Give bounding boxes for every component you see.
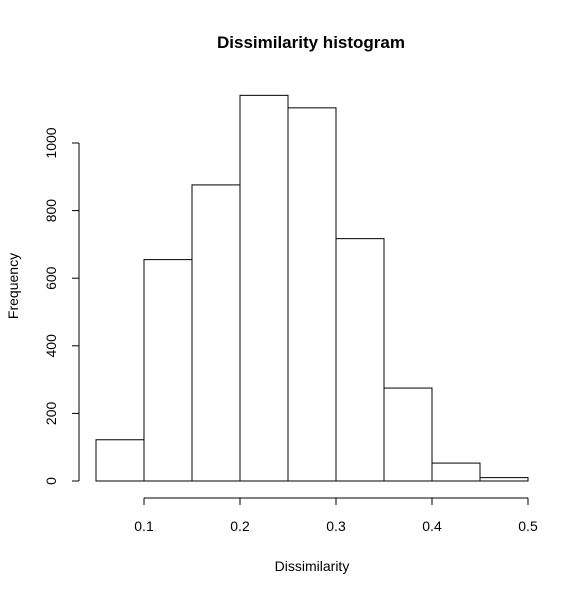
histogram-bar-2 (143, 259, 193, 482)
bars-group (95, 94, 529, 482)
x-tick-label: 0.4 (422, 518, 442, 534)
y-axis: 0 200 400 600 800 1000 (43, 127, 80, 485)
x-tick-label: 0.3 (326, 518, 346, 534)
x-axis-label: Dissimilarity (275, 558, 350, 574)
x-axis: 0.1 0.2 0.3 0.4 0.5 (134, 497, 538, 534)
histogram-bar-1 (95, 439, 145, 482)
y-tick-label: 400 (43, 334, 59, 358)
chart-title: Dissimilarity histogram (217, 33, 405, 52)
histogram-bar-6 (335, 238, 385, 482)
y-axis-label: Frequency (5, 253, 21, 319)
histogram-bar-8 (431, 462, 481, 482)
y-tick-label: 1000 (43, 127, 59, 158)
histogram-bar-5 (287, 107, 337, 482)
histogram-bar-3 (191, 184, 241, 482)
x-tick-label: 0.5 (518, 518, 538, 534)
y-tick-label: 800 (43, 199, 59, 223)
x-tick-label: 0.2 (230, 518, 250, 534)
y-tick-label: 600 (43, 266, 59, 290)
histogram-bar-7 (383, 387, 433, 482)
y-tick-label: 0 (43, 477, 59, 485)
y-tick-label: 200 (43, 402, 59, 426)
histogram-bar-9 (479, 477, 529, 482)
histogram-bar-4 (239, 94, 289, 482)
x-tick-label: 0.1 (134, 518, 154, 534)
